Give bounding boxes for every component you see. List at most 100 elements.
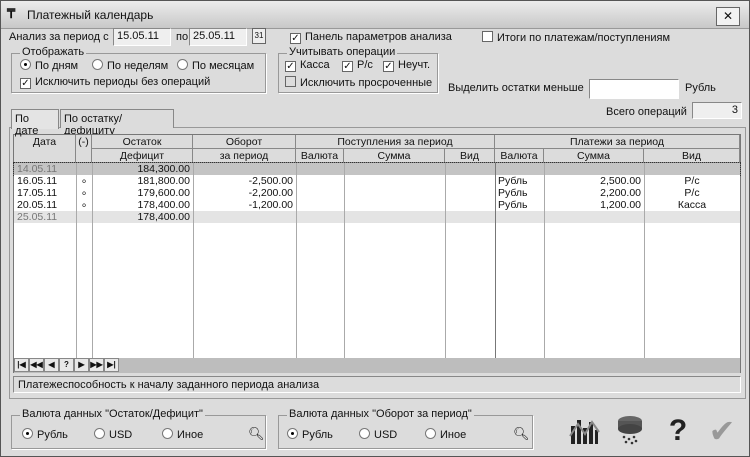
exclude-empty-checkbox[interactable]: ✓ Исключить периоды без операций — [20, 76, 210, 89]
cell-pkind: Касса — [677, 199, 707, 211]
radio-circle — [22, 428, 33, 439]
tab-by-date[interactable]: По дате — [11, 109, 59, 137]
table-row[interactable] — [14, 211, 740, 223]
radio-circle — [359, 428, 370, 439]
radio-weeks[interactable]: По неделям — [92, 59, 168, 72]
header-turnover-period[interactable]: за период — [193, 149, 296, 163]
account-label: Р/с — [357, 59, 373, 71]
calendar-icon[interactable]: 31 — [252, 28, 266, 44]
app-icon: ₸ — [7, 6, 16, 21]
turnover-currency-group: Валюта данных "Оборот за период" Рубль U… — [278, 408, 533, 449]
search-icon[interactable]: 🔍︎ — [513, 426, 530, 441]
highlight-input[interactable] — [589, 79, 679, 99]
cell-psum: 1,200.00 — [600, 199, 641, 211]
cell-mark: ∘ — [80, 199, 88, 211]
table-row[interactable] — [14, 199, 740, 211]
header-minus[interactable]: (-) — [76, 135, 92, 163]
cell-turn — [193, 163, 296, 175]
exclude-label: Исключить периоды без операций — [35, 76, 211, 88]
cell-rest: 181,800.00 — [137, 175, 190, 187]
prev-record-button[interactable]: ◀ — [44, 358, 59, 372]
highlight-label: Выделить остатки меньше — [448, 82, 584, 94]
header-payment-currency[interactable]: Валюта — [495, 149, 544, 163]
cell-turn: -1,200.00 — [248, 199, 293, 211]
header-income-kind[interactable]: Вид — [445, 149, 495, 163]
last-record-button[interactable]: ▶| — [104, 358, 119, 372]
header-income[interactable]: Поступления за период — [296, 135, 495, 149]
radio-label: USD — [109, 429, 133, 441]
header-turnover[interactable]: Оборот — [193, 135, 296, 149]
cell-rest: 178,400.00 — [137, 199, 190, 211]
prev-page-button[interactable]: ◀◀ — [29, 358, 44, 372]
header-payment-kind[interactable]: Вид — [644, 149, 740, 163]
next-page-button[interactable]: ▶▶ — [89, 358, 104, 372]
cell-psum: 2,200.00 — [600, 187, 641, 199]
period-from-input[interactable]: 15.05.11 — [113, 28, 171, 46]
first-record-button[interactable]: |◀ — [14, 358, 29, 372]
tab-panel — [9, 127, 746, 399]
status-bar: Платежеспособность к началу заданного пе… — [13, 376, 741, 393]
radio-label: USD — [374, 429, 398, 441]
rest-radio-rub[interactable]: Рубль — [22, 428, 68, 441]
header-payments[interactable]: Платежи за период — [495, 135, 740, 149]
account-checkbox[interactable]: ✓ Р/с — [342, 59, 373, 72]
radio-label: По дням — [35, 60, 79, 72]
header-payment-sum[interactable]: Сумма — [544, 149, 644, 163]
unaccounted-checkbox[interactable]: ✓ Неучт. — [383, 59, 430, 72]
rest-radio-other[interactable]: Иное — [162, 428, 203, 441]
exclude-overdue-label: Исключить просроченные — [300, 77, 433, 89]
radio-months[interactable]: По месяцам — [177, 59, 254, 72]
table-row[interactable] — [14, 175, 740, 187]
period-to-input[interactable]: 25.05.11 — [189, 28, 247, 46]
cell-rest: 184,300.00 — [137, 163, 190, 175]
total-ops-value: 3 — [692, 102, 742, 119]
cell-psum — [544, 163, 644, 175]
turnover-radio-usd[interactable]: USD — [359, 428, 397, 441]
header-deficit[interactable]: Дефицит — [92, 149, 193, 163]
unaccounted-label: Неучт. — [398, 59, 431, 71]
tab-by-balance[interactable]: По остатку/дефициту — [60, 109, 174, 137]
header-date[interactable]: Дата — [14, 135, 76, 163]
cell-rest: 178,400.00 — [137, 211, 190, 223]
header-rest[interactable]: Остаток — [92, 135, 193, 149]
search-icon[interactable]: 🔍︎ — [248, 426, 265, 441]
cell-date: 17.05.11 — [17, 187, 58, 199]
help-button[interactable]: ? — [668, 414, 688, 447]
cell-pcur — [495, 163, 544, 175]
close-button[interactable]: ✕ — [716, 7, 740, 26]
radio-circle — [92, 59, 103, 70]
cash-checkbox[interactable]: ✓ Касса — [285, 59, 330, 72]
rest-currency-legend: Валюта данных "Остаток/Дефицит" — [20, 408, 205, 420]
period-to-label: по — [176, 31, 189, 43]
cell-pcur: Рубль — [498, 199, 528, 211]
cell-date: 14.05.11 — [17, 163, 58, 175]
cell-date: 25.05.11 — [17, 211, 58, 223]
radio-circle — [162, 428, 173, 439]
totals-checkbox[interactable]: Итоги по платежам/поступлениям — [482, 31, 670, 44]
cell-pkind: Р/с — [684, 175, 700, 187]
panel-label: Панель параметров анализа — [305, 31, 452, 43]
panel-checkbox[interactable]: ✓ Панель параметров анализа — [290, 31, 452, 44]
check-icon: ✓ — [290, 33, 301, 44]
header-income-sum[interactable]: Сумма — [344, 149, 445, 163]
turnover-radio-other[interactable]: Иное — [425, 428, 466, 441]
chart-icon[interactable] — [567, 414, 601, 448]
next-record-button[interactable]: ▶ — [74, 358, 89, 372]
table-row[interactable] — [14, 187, 740, 199]
radio-circle — [177, 59, 188, 70]
help-record-button[interactable]: ? — [59, 358, 74, 372]
turnover-radio-rub[interactable]: Рубль — [287, 428, 333, 441]
ok-button[interactable]: ✔ — [708, 413, 736, 449]
header-income-currency[interactable]: Валюта — [296, 149, 344, 163]
database-filter-icon[interactable] — [613, 414, 647, 448]
ops-group: Учитывать операции ✓ Касса ✓ Р/с ✓ Неучт. И… — [278, 46, 438, 93]
cell-turn: -2,500.00 — [248, 175, 293, 187]
radio-days[interactable]: По дням — [20, 59, 78, 72]
rest-radio-usd[interactable]: USD — [94, 428, 132, 441]
cell-psum — [544, 211, 644, 223]
exclude-overdue-checkbox[interactable]: Исключить просроченные — [285, 76, 432, 89]
radio-label: По неделям — [107, 60, 169, 72]
check-icon: ✓ — [285, 61, 296, 72]
table-row[interactable] — [13, 162, 741, 176]
